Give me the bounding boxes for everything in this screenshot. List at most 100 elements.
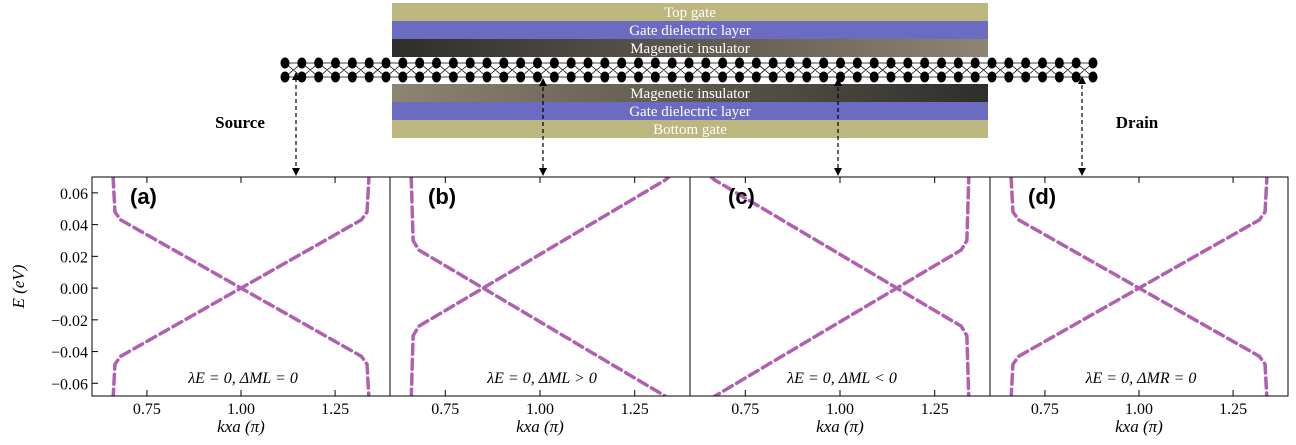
atom [735, 72, 744, 83]
atom [1004, 58, 1013, 69]
atom [954, 58, 963, 69]
atom [314, 58, 323, 69]
atom [701, 58, 710, 69]
x-axis-label: kxa (π) [516, 417, 564, 436]
x-tick-label: 1.25 [921, 401, 949, 418]
band-line [411, 177, 669, 399]
layer-label: Gate dielectric layer [629, 23, 751, 39]
atom [584, 58, 593, 69]
y-tick-label: −0.02 [51, 313, 88, 330]
atom [988, 58, 997, 69]
atom [297, 58, 306, 69]
x-tick-label: 1.25 [621, 401, 649, 418]
atom [1021, 72, 1030, 83]
atom [1021, 58, 1030, 69]
lattice-chain [281, 58, 1098, 83]
atom [887, 58, 896, 69]
atom [634, 72, 643, 83]
atom [449, 72, 458, 83]
atom [331, 72, 340, 83]
atom [365, 72, 374, 83]
frame [390, 177, 690, 396]
band-line [1011, 177, 1267, 399]
atom [483, 72, 492, 83]
atom [634, 58, 643, 69]
band-line [113, 177, 369, 399]
panel-label: (d) [1028, 184, 1056, 209]
x-tick-label: 1.25 [321, 401, 349, 418]
atom [1072, 72, 1081, 83]
x-axis-label: kxa (π) [1115, 417, 1163, 436]
atom [398, 72, 407, 83]
x-tick-label: 1.00 [526, 401, 554, 418]
atom [281, 72, 290, 83]
atom [752, 72, 761, 83]
layer-label: Magenetic insulator [630, 41, 750, 57]
y-axis-label: E (eV) [9, 264, 28, 309]
x-axis-label: kxa (π) [816, 417, 864, 436]
annotation: λE = 0, ΔML < 0 [786, 370, 897, 387]
band-line [411, 177, 669, 399]
atom [516, 72, 525, 83]
panel-label: (a) [130, 184, 157, 209]
x-tick-label: 0.75 [133, 401, 161, 418]
atom [533, 72, 542, 83]
atom [836, 58, 845, 69]
atom [567, 72, 576, 83]
atom [668, 58, 677, 69]
atom [617, 72, 626, 83]
atom [1072, 58, 1081, 69]
y-tick-label: −0.06 [51, 376, 88, 393]
atom [954, 72, 963, 83]
x-tick-label: 1.00 [826, 401, 854, 418]
y-tick-label: −0.04 [51, 345, 88, 362]
atom [1038, 72, 1047, 83]
atom [281, 58, 290, 69]
atom [382, 72, 391, 83]
y-tick-label: 0.00 [60, 281, 88, 298]
atom [718, 72, 727, 83]
atom [550, 72, 559, 83]
atom [415, 58, 424, 69]
atom [499, 58, 508, 69]
atom [398, 58, 407, 69]
layer-label: Gate dielectric layer [629, 104, 751, 120]
x-tick-label: 0.75 [731, 401, 759, 418]
atom [937, 72, 946, 83]
atom [853, 58, 862, 69]
atom [1004, 72, 1013, 83]
atom [971, 72, 980, 83]
atom [584, 72, 593, 83]
panel-label: (c) [728, 184, 755, 209]
annotation: λE = 0, ΔML = 0 [187, 370, 298, 387]
x-tick-label: 0.75 [1031, 401, 1059, 418]
atom [769, 58, 778, 69]
x-tick-label: 1.00 [1125, 401, 1153, 418]
atom [600, 72, 609, 83]
atom [651, 72, 660, 83]
atom [1055, 72, 1064, 83]
atom [617, 58, 626, 69]
band-line [711, 177, 969, 399]
x-tick-label: 1.00 [227, 401, 255, 418]
atom [802, 58, 811, 69]
atom [499, 72, 508, 83]
schematic: Top gate Gate dielectric layer Magenetic… [215, 3, 1159, 176]
atom [651, 58, 660, 69]
atom [466, 72, 475, 83]
atom [567, 58, 576, 69]
atom [735, 58, 744, 69]
panel [411, 177, 669, 399]
y-tick-label: 0.06 [60, 186, 88, 203]
atom [382, 58, 391, 69]
atom [1038, 58, 1047, 69]
atom [1055, 58, 1064, 69]
atom [516, 58, 525, 69]
atom [920, 72, 929, 83]
atom [600, 58, 609, 69]
layer-label: Magenetic insulator [630, 86, 750, 102]
atom [1089, 58, 1098, 69]
atom [550, 58, 559, 69]
atom [718, 58, 727, 69]
atom [432, 58, 441, 69]
